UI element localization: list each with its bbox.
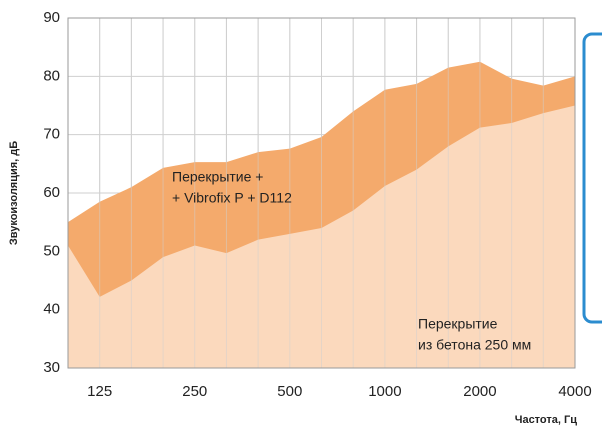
x-axis-label: Частота, Гц <box>515 414 578 426</box>
x-tick-label: 4000 <box>558 383 591 400</box>
annotation: + Vibrofix P + D112 <box>172 190 292 206</box>
y-tick-label: 80 <box>43 67 60 84</box>
plot-border <box>67 17 576 369</box>
x-tick-label: 250 <box>182 383 207 400</box>
annotation: из бетона 250 мм <box>418 337 531 353</box>
x-tick-label: 1000 <box>368 383 401 400</box>
x-tick-label: 2000 <box>463 383 496 400</box>
y-tick-label: 40 <box>43 301 60 318</box>
y-tick-label: 30 <box>43 359 60 376</box>
annotation: Перекрытие <box>418 316 498 332</box>
y-tick-label: 90 <box>43 9 60 26</box>
y-tick-label: 60 <box>43 184 60 201</box>
side-panel <box>582 32 602 324</box>
annotation: Перекрытие + <box>172 169 263 185</box>
y-tick-label: 50 <box>43 242 60 259</box>
y-axis-label: Звукоизоляция, дБ <box>8 141 20 245</box>
x-tick-label: 500 <box>277 383 302 400</box>
x-tick-label: 125 <box>87 383 112 400</box>
y-tick-label: 70 <box>43 126 60 143</box>
